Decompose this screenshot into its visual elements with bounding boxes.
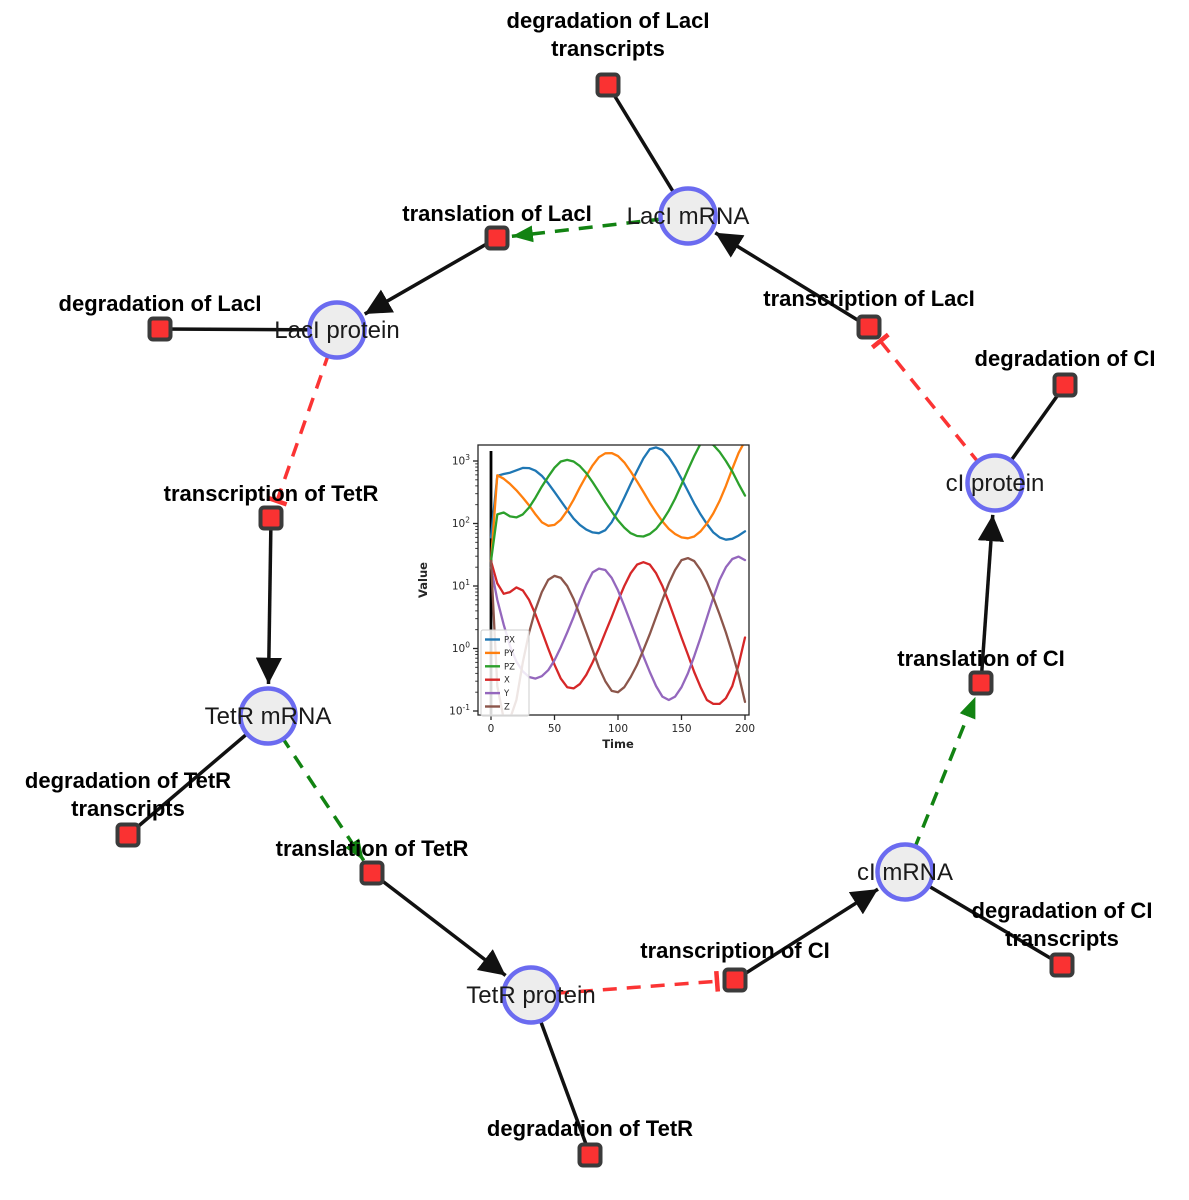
species-label-ci_protein: cI protein <box>946 470 1045 497</box>
species-node-laci_mrna[interactable] <box>658 186 718 246</box>
reaction-label-deg_ci-line1: degradation of CI <box>975 346 1156 371</box>
reaction-node-tx_tetr[interactable] <box>258 505 284 531</box>
legend-label-PZ: PZ <box>504 662 515 672</box>
legend-label-Y: Y <box>503 689 510 699</box>
x-tick-label: 0 <box>488 723 495 735</box>
series-line-PZ <box>489 445 747 563</box>
edge-laci_protein-tx_tetr <box>266 329 339 507</box>
reaction-label-deg_tetr-line1: degradation of TetR <box>487 1116 693 1141</box>
series-line-Y <box>489 555 747 702</box>
y-tick-label: 10-1 <box>449 703 470 718</box>
x-axis-label: Time <box>602 737 634 751</box>
reaction-label-deg_laci_tx-line2: transcripts <box>551 36 665 61</box>
edge-tx_ci-ci_mrna <box>734 887 879 982</box>
reaction-node-deg_tetr[interactable] <box>577 1142 603 1168</box>
species-label-laci_mrna: LacI mRNA <box>627 203 750 230</box>
species-label-laci_protein: LacI protein <box>274 317 399 344</box>
edge-tl_laci-laci_protein <box>363 236 498 316</box>
edge-tl_tetr-tetr_protein <box>370 871 507 977</box>
simulation-plot: 10-1 100 101 102 103 0 50 100 150 200 Time Value PX P… <box>413 434 773 764</box>
series-line-PX <box>489 446 747 541</box>
reaction-node-tl_ci[interactable] <box>968 670 994 696</box>
reaction-node-deg_tetr_tx[interactable] <box>115 822 141 848</box>
reaction-label-tl_laci-line1: translation of LacI <box>402 201 591 226</box>
y-tick-label: 100 <box>452 641 470 656</box>
reaction-node-tl_laci[interactable] <box>484 225 510 251</box>
reaction-node-tx_ci[interactable] <box>722 967 748 993</box>
species-label-tetr_protein: TetR protein <box>466 982 595 1009</box>
legend-label-X: X <box>504 676 510 686</box>
edge-ci_mrna-tl_ci <box>903 696 978 873</box>
legend-label-PX: PX <box>504 636 515 646</box>
reaction-node-deg_laci_tx[interactable] <box>595 72 621 98</box>
reaction-node-deg_ci[interactable] <box>1052 372 1078 398</box>
y-tick-label: 101 <box>452 578 470 593</box>
legend-label-Z: Z <box>504 703 510 713</box>
reaction-label-deg_ci_tx-line1: degradation of CI <box>972 898 1153 923</box>
y-axis-label: Value <box>416 562 430 598</box>
species-label-tetr_mrna: TetR mRNA <box>205 703 332 730</box>
reaction-node-deg_ci_tx[interactable] <box>1049 952 1075 978</box>
axes-frame <box>477 444 750 716</box>
edge-tx_tetr-tetr_mrna <box>255 517 283 685</box>
reaction-label-tx_tetr-line1: transcription of TetR <box>164 481 379 506</box>
reaction-label-deg_ci_tx-line2: transcripts <box>1005 926 1119 951</box>
x-tick-label: 150 <box>671 723 691 735</box>
series-line-Z <box>489 556 747 715</box>
legend-label-PY: PY <box>504 649 515 659</box>
reaction-label-deg_laci-line1: degradation of LacI <box>59 291 262 316</box>
reaction-node-tl_tetr[interactable] <box>359 860 385 886</box>
species-node-laci_protein[interactable] <box>307 300 367 360</box>
species-nodes-layer: LacI mRNA LacI protein TetR mRNA TetR prote… <box>205 186 1045 1025</box>
legend: PX PY PZ XYZ <box>480 629 530 717</box>
reaction-node-deg_laci[interactable] <box>147 316 173 342</box>
edge-tx_laci-laci_mrna <box>714 231 870 329</box>
legend-box <box>480 629 530 717</box>
y-tick-label: 103 <box>452 453 470 468</box>
reaction-label-tl_tetr-line1: translation of TetR <box>276 836 469 861</box>
y-tick-label: 102 <box>452 516 470 531</box>
reaction-label-tx_ci-line1: transcription of CI <box>640 938 829 963</box>
species-node-tetr_protein[interactable] <box>501 965 561 1025</box>
reaction-label-deg_tetr_tx-line2: transcripts <box>71 796 185 821</box>
x-tick-label: 200 <box>735 723 755 735</box>
species-node-ci_protein[interactable] <box>965 453 1025 513</box>
reaction-label-tl_ci-line1: translation of CI <box>897 646 1064 671</box>
edge-ci_mrna-deg_ci_tx <box>904 870 1063 967</box>
x-tick-label: 100 <box>608 723 628 735</box>
reaction-nodes-layer: degradation of LacI transcripts translatio… <box>25 8 1156 1168</box>
reaction-label-deg_tetr_tx-line1: degradation of TetR <box>25 768 231 793</box>
series-line-PY <box>489 445 744 563</box>
species-node-ci_mrna[interactable] <box>875 842 935 902</box>
edge-tetr_mrna-deg_tetr_tx <box>126 714 270 837</box>
reaction-node-tx_laci[interactable] <box>856 314 882 340</box>
edge-tetr_protein-tx_ci <box>530 970 721 997</box>
series-layer <box>489 445 747 715</box>
reaction-label-deg_laci_tx-line1: degradation of LacI <box>507 8 710 33</box>
species-node-tetr_mrna[interactable] <box>238 686 298 746</box>
edge-ci_protein-tx_laci <box>870 332 997 485</box>
x-tick-label: 50 <box>548 723 561 735</box>
reaction-label-tx_laci-line1: transcription of LacI <box>763 286 974 311</box>
edge-tl_ci-ci_protein <box>977 514 1005 684</box>
species-label-ci_mrna: cI mRNA <box>857 859 953 886</box>
series-line-X <box>489 559 747 706</box>
